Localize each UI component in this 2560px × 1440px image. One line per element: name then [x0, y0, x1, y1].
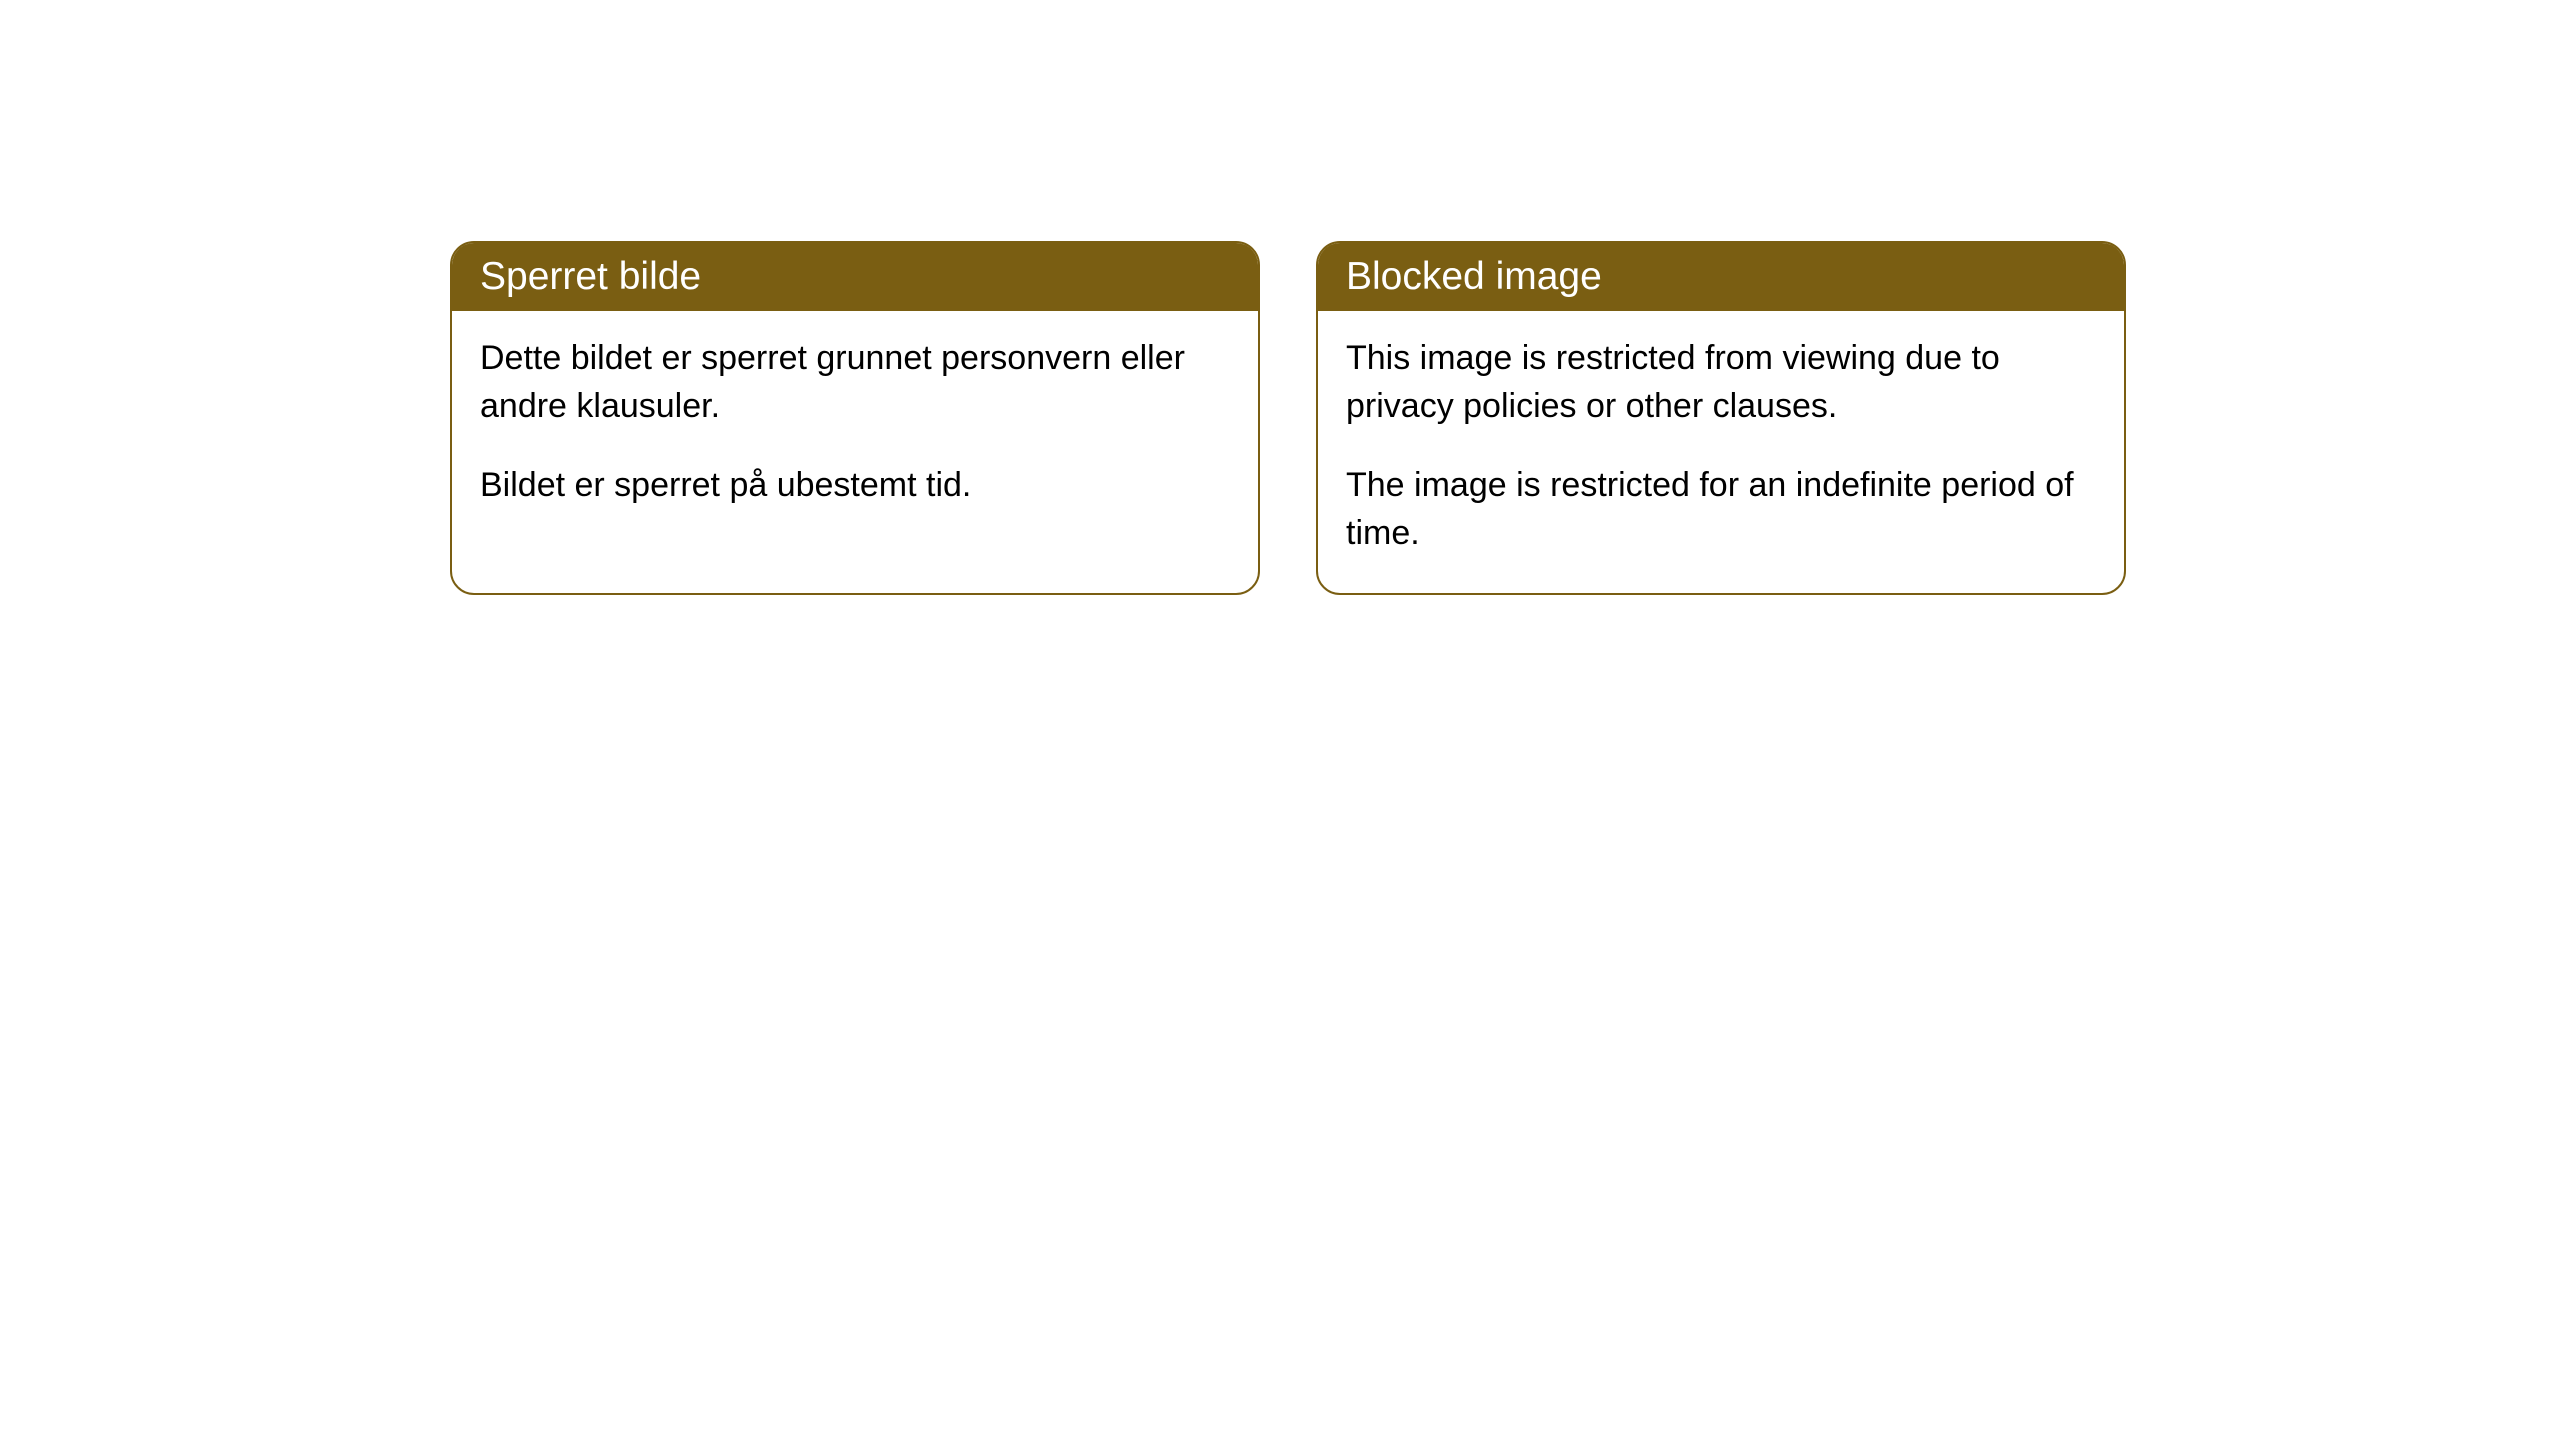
- card-text-english-p2: The image is restricted for an indefinit…: [1346, 462, 2096, 557]
- card-text-norwegian-p2: Bildet er sperret på ubestemt tid.: [480, 462, 1230, 510]
- cards-container: Sperret bilde Dette bildet er sperret gr…: [0, 0, 2560, 595]
- card-header-norwegian: Sperret bilde: [452, 243, 1258, 311]
- card-body-norwegian: Dette bildet er sperret grunnet personve…: [452, 311, 1258, 546]
- card-text-english-p1: This image is restricted from viewing du…: [1346, 335, 2096, 430]
- blocked-image-card-english: Blocked image This image is restricted f…: [1316, 241, 2126, 595]
- card-body-english: This image is restricted from viewing du…: [1318, 311, 2124, 593]
- card-text-norwegian-p1: Dette bildet er sperret grunnet personve…: [480, 335, 1230, 430]
- card-header-english: Blocked image: [1318, 243, 2124, 311]
- blocked-image-card-norwegian: Sperret bilde Dette bildet er sperret gr…: [450, 241, 1260, 595]
